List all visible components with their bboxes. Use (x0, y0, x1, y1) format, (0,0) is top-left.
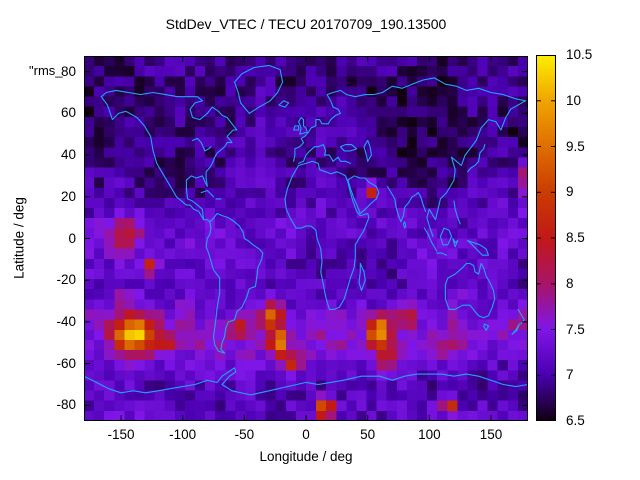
x-axis-label: Longitude / deg (259, 449, 353, 464)
y-tick-label: 60 (60, 105, 76, 121)
colorbar-tick-label: 9.5 (566, 138, 585, 154)
heatmap-layer (84, 56, 528, 421)
y-tick-label: 40 (60, 147, 76, 163)
coastline-layer (84, 64, 528, 396)
y-axis-label: Latitude / deg (11, 197, 27, 279)
colorbar-tick-label: 7 (566, 367, 574, 383)
y-tick-label: 80 (60, 63, 76, 79)
colorbar-tick-label: 10 (566, 92, 582, 108)
colorbar-tick-label: 8.5 (566, 230, 585, 245)
colorbar-tick-label: 6.5 (566, 413, 585, 428)
y-tick-label: -20 (56, 272, 76, 288)
y-tick-label: 20 (60, 188, 76, 204)
map-plot (84, 56, 528, 421)
colorbar-gradient (536, 55, 556, 421)
x-tick-label: 0 (302, 427, 310, 442)
plot-border (84, 56, 528, 421)
colorbar-tick-label: 10.5 (566, 47, 593, 62)
x-tick-label: -50 (234, 427, 255, 442)
x-tick-label: -150 (107, 427, 135, 442)
colorbar-tick-label: 9 (566, 184, 574, 200)
x-tick-label: -100 (169, 427, 197, 442)
key-label: "rms_ (29, 63, 63, 78)
y-tick-label: 0 (68, 230, 76, 246)
colorbar-ticks (537, 100, 555, 376)
y-tick-label: -40 (56, 313, 76, 329)
colorbar (536, 55, 556, 421)
x-tick-label: 150 (479, 427, 503, 442)
y-tick-label: -80 (56, 397, 76, 413)
colorbar-tick-label: 8 (566, 275, 574, 291)
x-tick-label: 100 (418, 427, 441, 442)
chart-title: StdDev_VTEC / TECU 20170709_190.13500 (165, 16, 447, 32)
colorbar-tick-label: 7.5 (566, 321, 585, 337)
x-tick-label: 50 (360, 427, 376, 442)
y-tick-label: -60 (56, 355, 76, 371)
